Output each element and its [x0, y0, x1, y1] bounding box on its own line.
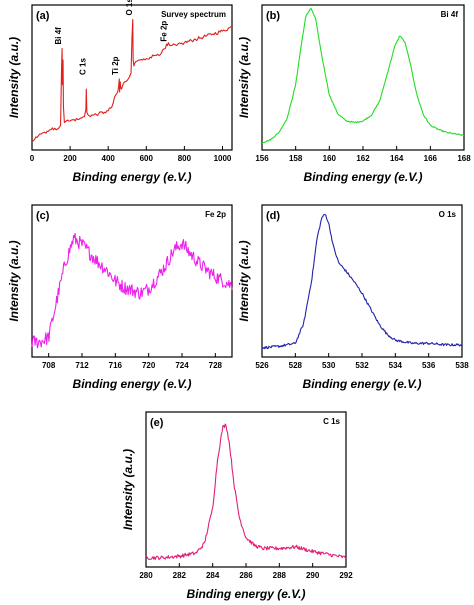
panel-b: 156 158 160 162 164 166 168 Binding energy (e.V… [237, 4, 471, 184]
x-tick-label: 290 [306, 571, 320, 580]
x-tick-label: 284 [206, 571, 220, 580]
plot-frame [261, 4, 465, 151]
x-tick-label: 728 [209, 361, 223, 370]
x-tick-label: 162 [356, 154, 370, 163]
x-tick-label: 530 [322, 361, 336, 370]
y-axis-title: Intensity (a.u.) [7, 37, 21, 118]
x-tick-label: 156 [255, 154, 269, 163]
x-tick-label: 600 [140, 154, 154, 163]
x-tick-label: 166 [424, 154, 438, 163]
x-tick-label: 536 [422, 361, 436, 370]
x-tick-label: 164 [390, 154, 404, 163]
peak-label: O 1s [125, 0, 134, 16]
peak-label: Ti 2p [111, 56, 120, 75]
x-tick-label: 532 [355, 361, 369, 370]
x-axis-title: Binding energy (e.V.) [187, 587, 306, 601]
panel-label: (d) [266, 210, 280, 222]
x-axis-title: Binding energy (e.V.) [73, 170, 192, 184]
x-tick-label: 0 [30, 154, 35, 163]
y-axis-title: Intensity (a.u.) [7, 240, 21, 321]
x-tick-label: 708 [42, 361, 56, 370]
x-tick-label: 292 [339, 571, 353, 580]
panel-label: (e) [150, 417, 164, 429]
spectrum-line [31, 232, 233, 349]
x-tick-label: 158 [289, 154, 303, 163]
x-tick-label: 712 [75, 361, 89, 370]
x-tick-label: 534 [389, 361, 403, 370]
panel-a: 0 200 400 600 800 1000 Binding energy (e.V.) In… [7, 0, 233, 184]
x-tick-label: 1000 [214, 154, 232, 163]
panel-label: (a) [36, 10, 50, 22]
panel-title: Survey spectrum [161, 10, 226, 19]
panel-e: 280 282 284 286 288 290 292 Binding energy (e.V… [121, 411, 353, 601]
x-tick-label: 200 [63, 154, 77, 163]
x-tick-label: 720 [142, 361, 156, 370]
plot-frame [31, 4, 233, 151]
y-axis-title: Intensity (a.u.) [237, 37, 251, 118]
plot-frame [31, 204, 233, 358]
x-tick-label: 160 [323, 154, 337, 163]
plot-frame [145, 411, 347, 568]
panel-title: O 1s [439, 210, 457, 219]
spectrum-line [261, 213, 463, 350]
panel-title: Bi 4f [441, 10, 459, 19]
peak-label: Bi 4f [54, 27, 63, 45]
x-tick-label: 526 [255, 361, 269, 370]
x-tick-label: 716 [109, 361, 123, 370]
spectrum-line [261, 7, 465, 144]
x-tick-label: 286 [239, 571, 253, 580]
panel-label: (b) [266, 10, 280, 22]
peak-label: Fe 2p [159, 21, 168, 42]
x-tick-label: 400 [102, 154, 116, 163]
y-axis-title: Intensity (a.u.) [121, 449, 135, 530]
peak-label: C 1s [78, 58, 87, 75]
panel-d: 526 528 530 532 534 536 538 Binding energy (e.V… [237, 204, 469, 391]
panel-label: (c) [36, 210, 50, 222]
panel-c: 708 712 716 720 724 728 Binding energy (e.V.) I… [7, 204, 233, 391]
x-axis-title: Binding energy (e.V.) [304, 170, 423, 184]
x-axis-title: Binding energy (e.V.) [303, 377, 422, 391]
x-axis-title: Binding energy (e.V.) [73, 377, 192, 391]
spectrum-line [31, 18, 233, 142]
x-tick-label: 800 [178, 154, 192, 163]
x-tick-label: 288 [273, 571, 287, 580]
plot-frame [261, 204, 463, 358]
panel-title: C 1s [323, 417, 340, 426]
spectrum-line [145, 423, 347, 561]
x-tick-label: 528 [289, 361, 303, 370]
x-tick-label: 724 [175, 361, 189, 370]
x-tick-label: 538 [455, 361, 469, 370]
x-tick-label: 168 [457, 154, 471, 163]
y-axis-title: Intensity (a.u.) [237, 240, 251, 321]
x-tick-label: 282 [173, 571, 187, 580]
panel-title: Fe 2p [205, 210, 226, 219]
x-tick-label: 280 [139, 571, 153, 580]
